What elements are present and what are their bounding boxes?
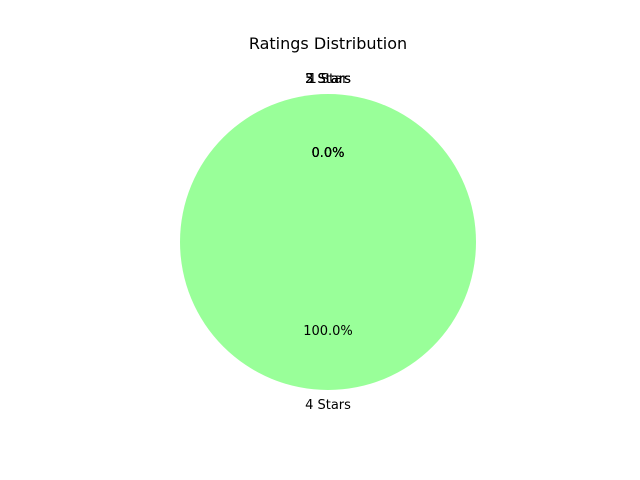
slice-percent-4-stars: 100.0% (303, 324, 353, 339)
slice-label-3-stars: 3 Stars (305, 72, 351, 87)
slice-label-5-stars: 5 Stars (305, 72, 351, 87)
slice-percent-1-star: 0.0% (311, 146, 344, 161)
pie (180, 94, 476, 390)
pie-slice-4-stars (180, 94, 476, 390)
chart-title: Ratings Distribution (249, 34, 407, 53)
slice-percent-5-stars: 0.0% (311, 146, 344, 161)
slice-label-1-star: 1 Star (308, 72, 348, 87)
slice-percent-2-stars: 0.0% (311, 146, 344, 161)
slice-label-2-stars: 2 Stars (305, 72, 351, 87)
slice-label-4-stars: 4 Stars (305, 398, 351, 413)
slice-percent-3-stars: 0.0% (311, 146, 344, 161)
